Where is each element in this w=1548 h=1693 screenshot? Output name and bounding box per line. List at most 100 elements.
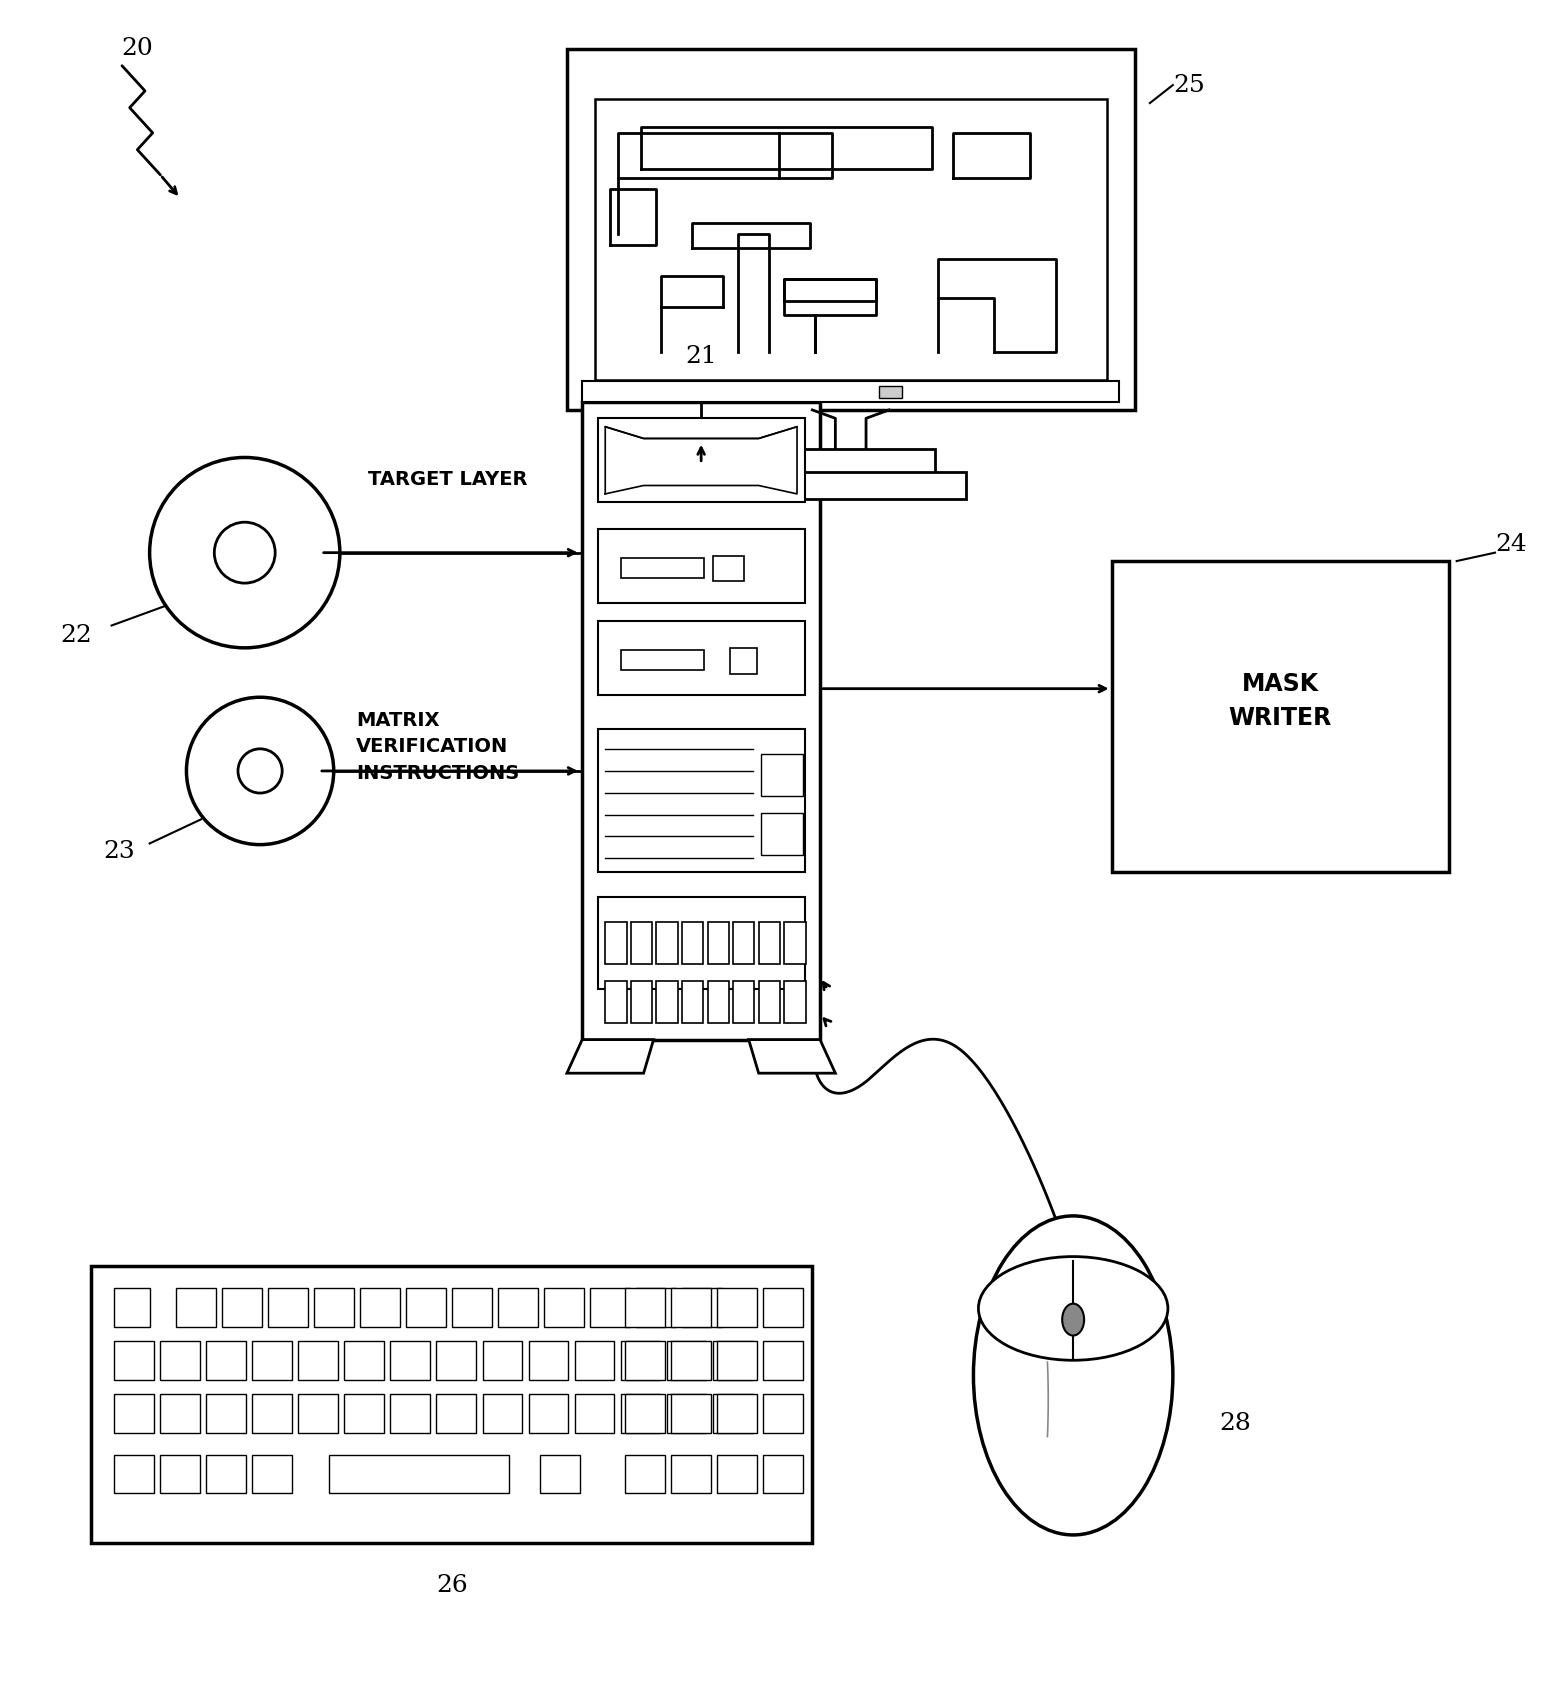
Bar	[161, 1393, 200, 1432]
Bar	[785, 923, 805, 963]
Bar	[683, 1288, 721, 1327]
Ellipse shape	[238, 748, 282, 792]
Bar	[574, 1393, 615, 1432]
Ellipse shape	[150, 457, 341, 648]
Bar	[483, 1341, 522, 1380]
Bar	[345, 1341, 384, 1380]
Bar	[632, 980, 652, 1023]
Bar	[712, 1341, 752, 1380]
Bar	[598, 418, 805, 503]
Bar	[734, 923, 754, 963]
Bar	[656, 923, 678, 963]
Bar	[766, 449, 935, 474]
Bar	[161, 1454, 200, 1493]
Bar	[221, 1288, 262, 1327]
Bar	[656, 980, 678, 1023]
Bar	[683, 923, 703, 963]
Bar	[390, 1341, 430, 1380]
Bar	[763, 1341, 803, 1380]
Bar	[175, 1288, 215, 1327]
Bar	[763, 1393, 803, 1432]
Bar	[299, 1393, 339, 1432]
Bar	[437, 1393, 477, 1432]
Bar	[717, 1393, 757, 1432]
Bar	[406, 1288, 446, 1327]
Bar	[717, 1454, 757, 1493]
Text: 25: 25	[1173, 73, 1204, 97]
Bar	[540, 1454, 580, 1493]
Bar	[785, 980, 805, 1023]
Bar	[670, 1393, 711, 1432]
Text: TARGET LAYER: TARGET LAYER	[368, 471, 528, 489]
Bar	[759, 980, 780, 1023]
Bar	[528, 1393, 568, 1432]
Bar	[498, 1288, 537, 1327]
Bar	[683, 980, 703, 1023]
Bar	[115, 1454, 155, 1493]
Bar	[598, 730, 805, 872]
Bar	[760, 813, 803, 855]
Ellipse shape	[1062, 1304, 1084, 1336]
Bar	[670, 1288, 711, 1327]
Bar	[252, 1393, 293, 1432]
Bar	[605, 923, 627, 963]
Bar	[734, 980, 754, 1023]
Bar	[621, 1393, 661, 1432]
Bar	[602, 108, 1099, 371]
Bar	[636, 1288, 676, 1327]
Text: 26: 26	[437, 1574, 467, 1596]
Ellipse shape	[978, 1256, 1167, 1359]
Bar	[707, 980, 729, 1023]
Bar	[625, 1288, 664, 1327]
Bar	[115, 1288, 150, 1327]
Bar	[528, 1341, 568, 1380]
Bar	[605, 980, 627, 1023]
Bar	[598, 621, 805, 696]
Bar	[574, 1341, 615, 1380]
Bar	[314, 1288, 353, 1327]
Ellipse shape	[186, 698, 334, 845]
Text: 23: 23	[104, 840, 135, 863]
Bar	[667, 1393, 706, 1432]
Polygon shape	[567, 1040, 653, 1073]
Bar	[625, 1393, 664, 1432]
Bar	[760, 753, 803, 796]
Bar	[717, 1288, 757, 1327]
Bar	[712, 1393, 752, 1432]
Bar	[206, 1393, 246, 1432]
Bar	[330, 1454, 509, 1493]
Bar	[590, 1288, 630, 1327]
Bar	[115, 1393, 155, 1432]
Bar	[625, 1341, 664, 1380]
Bar	[714, 555, 743, 581]
Bar	[268, 1288, 308, 1327]
Bar	[667, 1341, 706, 1380]
Bar	[483, 1393, 522, 1432]
Text: MASK
WRITER: MASK WRITER	[1229, 672, 1331, 730]
Bar	[598, 897, 805, 989]
Bar	[582, 401, 820, 1040]
Bar	[625, 1454, 664, 1493]
Bar	[299, 1341, 339, 1380]
Bar	[567, 49, 1135, 410]
Bar	[717, 1341, 757, 1380]
Bar	[161, 1341, 200, 1380]
Bar	[390, 1393, 430, 1432]
Bar	[763, 1288, 803, 1327]
Bar	[452, 1288, 492, 1327]
Bar	[598, 530, 805, 603]
Bar	[437, 1341, 477, 1380]
Bar	[206, 1341, 246, 1380]
Bar	[879, 386, 902, 398]
Text: 24: 24	[1495, 533, 1526, 555]
Bar	[1111, 560, 1449, 872]
Ellipse shape	[974, 1216, 1173, 1536]
Bar	[582, 381, 1119, 401]
Bar	[670, 1454, 711, 1493]
Bar	[359, 1288, 399, 1327]
Text: MATRIX
VERIFICATION
INSTRUCTIONS: MATRIX VERIFICATION INSTRUCTIONS	[356, 711, 519, 782]
Text: 28: 28	[1218, 1412, 1251, 1434]
Bar	[735, 472, 966, 499]
Text: 22: 22	[60, 625, 93, 647]
Text: 21: 21	[686, 345, 717, 367]
